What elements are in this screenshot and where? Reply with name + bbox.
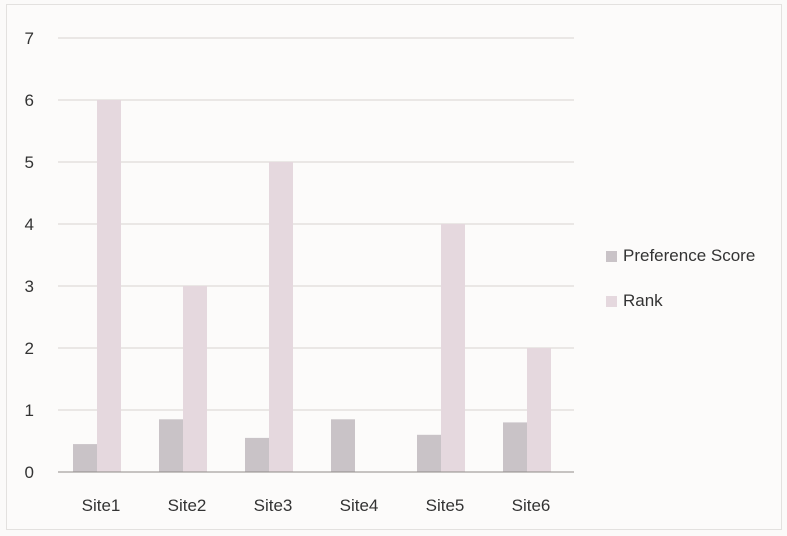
y-tick-label-7: 7 — [25, 29, 34, 48]
y-tick-label-3: 3 — [25, 277, 34, 296]
x-tick-label-site5: Site5 — [426, 496, 465, 515]
legend-item-preference-score: Preference Score — [606, 244, 755, 268]
chart-frame — [6, 4, 782, 530]
bar-site3-rank — [269, 162, 293, 472]
legend-label-preference-score: Preference Score — [623, 246, 756, 265]
bar-site5-preference-score — [417, 434, 441, 472]
y-tick-label-5: 5 — [25, 153, 34, 172]
x-axis: Site1 Site2 Site3 Site4 Site5 Site6 — [58, 471, 574, 515]
y-tick-label-6: 6 — [25, 91, 34, 110]
x-tick-label-site6: Site6 — [512, 496, 551, 515]
y-tick-label-4: 4 — [25, 215, 34, 234]
legend: Preference Score Rank — [606, 244, 755, 334]
bar-site1-rank — [97, 100, 121, 472]
bar-site5-rank — [441, 224, 465, 472]
bar-site2-rank — [183, 286, 207, 472]
legend-swatch-preference-score — [606, 250, 617, 262]
legend-label-rank: Rank — [623, 291, 663, 310]
bar-site2-preference-score — [159, 419, 183, 472]
gridlines — [58, 37, 574, 411]
y-tick-label-0: 0 — [25, 463, 34, 482]
y-tick-label-1: 1 — [25, 401, 34, 420]
y-axis: 0 1 2 3 4 5 6 7 — [25, 29, 34, 482]
x-tick-label-site1: Site1 — [82, 496, 121, 515]
x-tick-label-site3: Site3 — [254, 496, 293, 515]
bars — [73, 100, 551, 472]
x-tick-label-site4: Site4 — [340, 496, 379, 515]
bar-site3-preference-score — [245, 437, 269, 472]
bar-site6-rank — [527, 348, 551, 472]
bar-site1-preference-score — [73, 444, 97, 472]
legend-item-rank: Rank — [606, 289, 755, 313]
x-tick-label-site2: Site2 — [168, 496, 207, 515]
legend-swatch-rank — [606, 295, 617, 307]
y-tick-label-2: 2 — [25, 339, 34, 358]
bar-site6-preference-score — [503, 422, 527, 472]
bar-site4-preference-score — [331, 419, 355, 472]
